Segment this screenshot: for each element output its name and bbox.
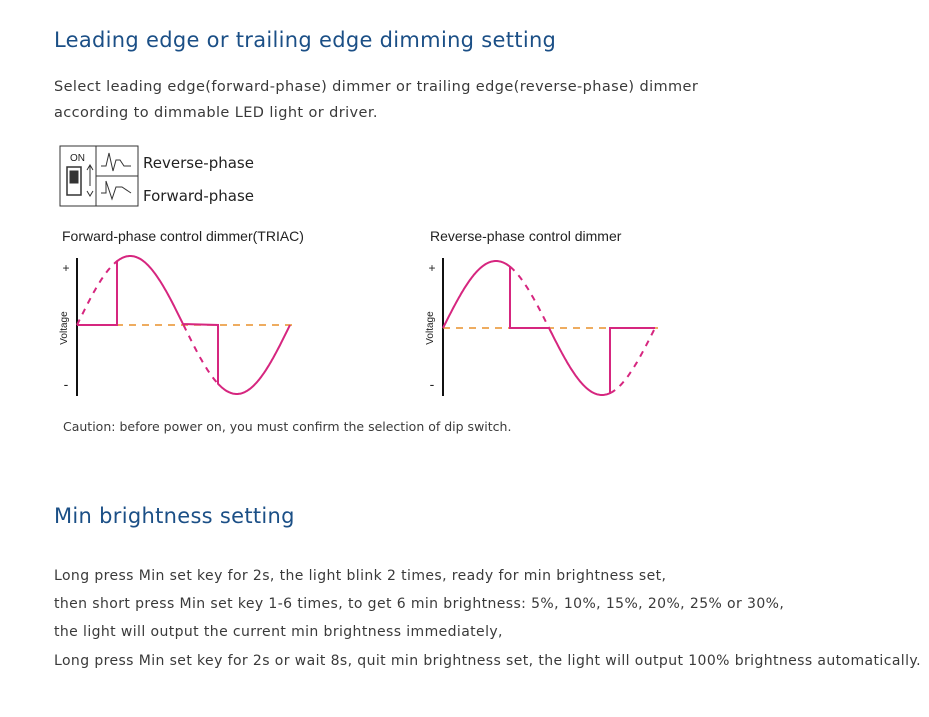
text-line: Long press Min set key for 2s or wait 8s…: [54, 653, 921, 669]
y-label: Voltage: [425, 311, 436, 345]
plus-label: +: [428, 261, 435, 275]
waveform: [442, 260, 655, 396]
dip-on-label: ON: [70, 153, 85, 164]
caution: Caution: before power on, you must confi…: [63, 419, 512, 434]
y-label: Voltage: [59, 311, 70, 345]
diagram-title: Forward-phase control dimmer(TRIAC): [62, 228, 304, 244]
section-title: Leading edge or trailing edge dimming se…: [54, 28, 557, 52]
description: Select leading edge(forward-phase) dimme…: [54, 79, 699, 95]
description: according to dimmable LED light or drive…: [54, 105, 378, 121]
text-line: Long press Min set key for 2s, the light…: [54, 568, 667, 584]
diagram-title: Reverse-phase control dimmer: [430, 228, 622, 244]
waveform: [77, 255, 291, 395]
waveform: [509, 265, 656, 394]
text-line: then short press Min set key 1-6 times, …: [54, 596, 785, 612]
dip-switch: [59, 145, 139, 207]
waveform: [76, 260, 219, 384]
dip-option: Reverse-phase: [143, 154, 254, 172]
section-title: Min brightness setting: [54, 504, 295, 528]
minus-label: -: [64, 376, 69, 392]
text-line: the light will output the current min br…: [54, 624, 503, 640]
plus-label: +: [62, 261, 69, 275]
minus-label: -: [430, 376, 435, 392]
dip-option: Forward-phase: [143, 187, 254, 205]
